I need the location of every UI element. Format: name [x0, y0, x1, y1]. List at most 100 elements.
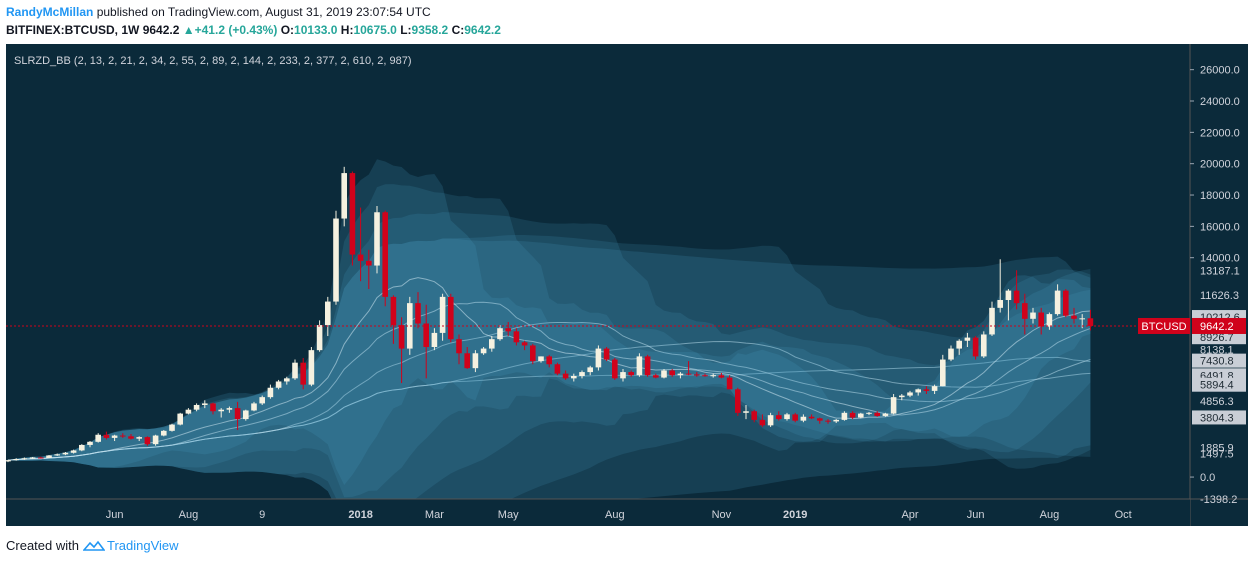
- y-tick-label: 16000.0: [1200, 221, 1240, 233]
- candles[interactable]: [6, 166, 1094, 463]
- candle: [743, 404, 749, 420]
- price-chart[interactable]: SLRZD_BB (2, 13, 2, 21, 2, 34, 2, 55, 2,…: [6, 44, 1248, 526]
- author-name[interactable]: RandyMcMillan: [6, 5, 94, 19]
- candle-body: [169, 424, 175, 431]
- candle: [136, 436, 142, 442]
- candle: [620, 368, 626, 382]
- candle: [79, 444, 85, 452]
- candle: [349, 171, 356, 266]
- candle-body: [653, 375, 659, 378]
- candle: [956, 339, 962, 355]
- candle: [300, 357, 306, 390]
- candle-body: [292, 362, 298, 379]
- candle: [948, 345, 954, 362]
- candle-body: [808, 416, 815, 419]
- candle: [292, 359, 298, 380]
- candle: [661, 368, 667, 379]
- candle-body: [562, 373, 569, 379]
- candle: [193, 403, 200, 412]
- candle: [817, 417, 823, 424]
- candle-body: [571, 375, 577, 379]
- y-tick-label: 14000.0: [1200, 253, 1240, 265]
- candle: [103, 431, 110, 440]
- candle: [202, 400, 208, 409]
- candle-body: [284, 378, 290, 382]
- candle-body: [1071, 315, 1077, 319]
- candle: [87, 441, 93, 448]
- candle-body: [374, 212, 380, 266]
- candle: [612, 357, 618, 380]
- tradingview-link[interactable]: TradingView: [82, 538, 179, 553]
- candle-body: [349, 173, 356, 255]
- candle-body: [685, 373, 692, 375]
- y-tick-label: 26000.0: [1200, 65, 1240, 77]
- symbol-name: BITFINEX:BTCUSD, 1W: [6, 23, 140, 37]
- candle-body: [341, 173, 347, 219]
- candle-body: [841, 412, 848, 420]
- candle: [1013, 270, 1020, 310]
- candle-body: [120, 435, 126, 437]
- candle: [70, 449, 77, 454]
- candle-body: [546, 356, 552, 365]
- footer: Created with TradingView: [6, 538, 179, 553]
- chart-background: [6, 44, 1248, 526]
- candle-body: [735, 389, 741, 413]
- candle-body: [136, 437, 142, 439]
- candle-body: [202, 403, 208, 405]
- band-mid-34: [7, 322, 1091, 461]
- candle: [808, 414, 815, 420]
- price-label: 4856.3: [1200, 396, 1234, 408]
- candle: [218, 408, 224, 418]
- candle: [407, 296, 413, 355]
- candle: [144, 436, 151, 446]
- candle: [505, 321, 511, 337]
- candle: [497, 325, 503, 341]
- candle: [243, 409, 249, 421]
- candle-body: [521, 342, 528, 346]
- indicator-label[interactable]: SLRZD_BB (2, 13, 2, 21, 2, 34, 2, 55, 2,…: [14, 55, 412, 67]
- candle-body: [38, 457, 44, 459]
- candle: [776, 411, 782, 421]
- candle-body: [538, 356, 544, 362]
- candle-body: [694, 374, 700, 376]
- candle-body: [79, 444, 85, 451]
- candle: [579, 370, 585, 379]
- candle-body: [398, 325, 405, 349]
- candle: [866, 412, 872, 416]
- candle: [735, 387, 741, 416]
- candle-body: [981, 334, 987, 357]
- candle-body: [743, 411, 749, 413]
- candle: [1087, 309, 1094, 331]
- candle-body: [62, 452, 69, 455]
- candle-body: [726, 377, 733, 390]
- candle: [1046, 312, 1053, 330]
- candle: [13, 458, 19, 461]
- candle-body: [128, 436, 134, 439]
- candle-body: [210, 403, 216, 412]
- candle: [644, 354, 651, 377]
- candle-body: [472, 353, 479, 369]
- candle: [423, 304, 429, 379]
- symbol-header: BITFINEX:BTCUSD, 1W 9642.2 ▲+41.2 (+0.43…: [6, 23, 501, 37]
- candle-body: [940, 359, 946, 387]
- candle-body: [1046, 314, 1053, 327]
- candle-body: [316, 325, 323, 351]
- candle-body: [530, 345, 536, 362]
- candle-body: [899, 395, 905, 398]
- published-text: published on TradingView.com, August 31,…: [96, 5, 431, 19]
- y-tick-label: 18000.0: [1200, 190, 1240, 202]
- candle-body: [415, 303, 421, 324]
- candle-body: [767, 415, 774, 426]
- candle-body: [1013, 290, 1020, 304]
- candle: [989, 301, 995, 337]
- candle-body: [620, 372, 626, 379]
- candle: [366, 249, 372, 290]
- last-price-value: 9642.2: [1200, 321, 1234, 333]
- candle: [325, 296, 331, 337]
- candle-body: [603, 348, 610, 360]
- time-axis[interactable]: [6, 499, 1190, 526]
- price-axis[interactable]: [1190, 44, 1248, 504]
- candle: [554, 362, 561, 376]
- candle: [111, 434, 118, 442]
- candle-body: [144, 437, 151, 445]
